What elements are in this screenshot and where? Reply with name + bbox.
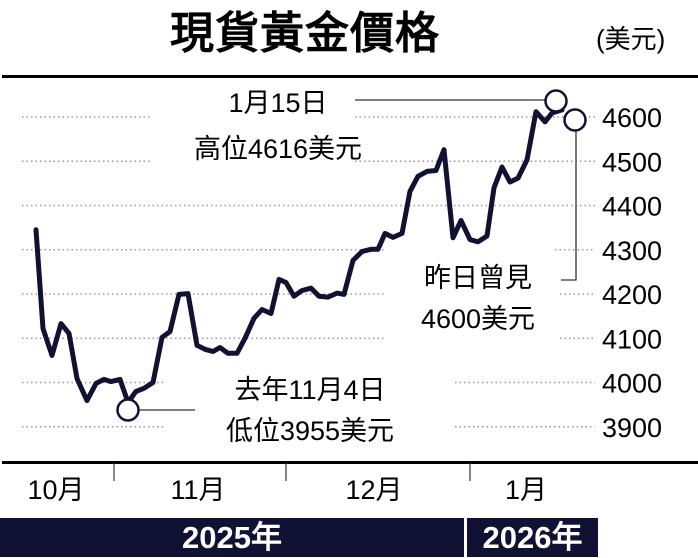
high-marker-circle	[544, 89, 568, 113]
y-axis-ticks: 3900 4000 4100 4200 4300 4400 4500 4600	[602, 103, 662, 443]
latest-leader-line	[561, 131, 577, 281]
price-line	[33, 107, 565, 405]
high-date-label: 1月15日	[228, 88, 327, 118]
month-label-dec: 12月	[345, 475, 402, 505]
y-tick-label: 3900	[602, 413, 662, 443]
gridlines	[22, 116, 595, 428]
latest-value-label: 4600美元	[421, 304, 535, 334]
unit-label: (美元)	[596, 24, 666, 54]
month-label-oct: 10月	[27, 475, 84, 505]
latest-label: 昨日曾見	[424, 263, 532, 293]
top-rule	[2, 75, 698, 78]
year-bar-2026: 2026年	[467, 518, 598, 557]
low-marker-circle	[116, 398, 140, 422]
y-tick-label: 4000	[602, 369, 662, 399]
y-tick-label: 4400	[602, 192, 662, 222]
x-axis-line	[2, 461, 698, 464]
y-tick-label: 4100	[602, 324, 662, 354]
y-tick-label: 4500	[602, 147, 662, 177]
year-bar-2025: 2025年	[0, 518, 464, 557]
y-tick-label: 4300	[602, 236, 662, 266]
month-label-jan: 1月	[505, 475, 547, 505]
low-date-label: 去年11月4日	[234, 375, 385, 405]
low-value-label: 低位3955美元	[226, 416, 394, 446]
high-value-label: 高位4616美元	[194, 134, 362, 164]
chart-title: 現貨黃金價格	[170, 9, 440, 58]
y-tick-label: 4600	[602, 103, 662, 133]
latest-marker-circle	[563, 108, 587, 132]
y-tick-label: 4200	[602, 280, 662, 310]
month-label-nov: 11月	[170, 475, 225, 505]
